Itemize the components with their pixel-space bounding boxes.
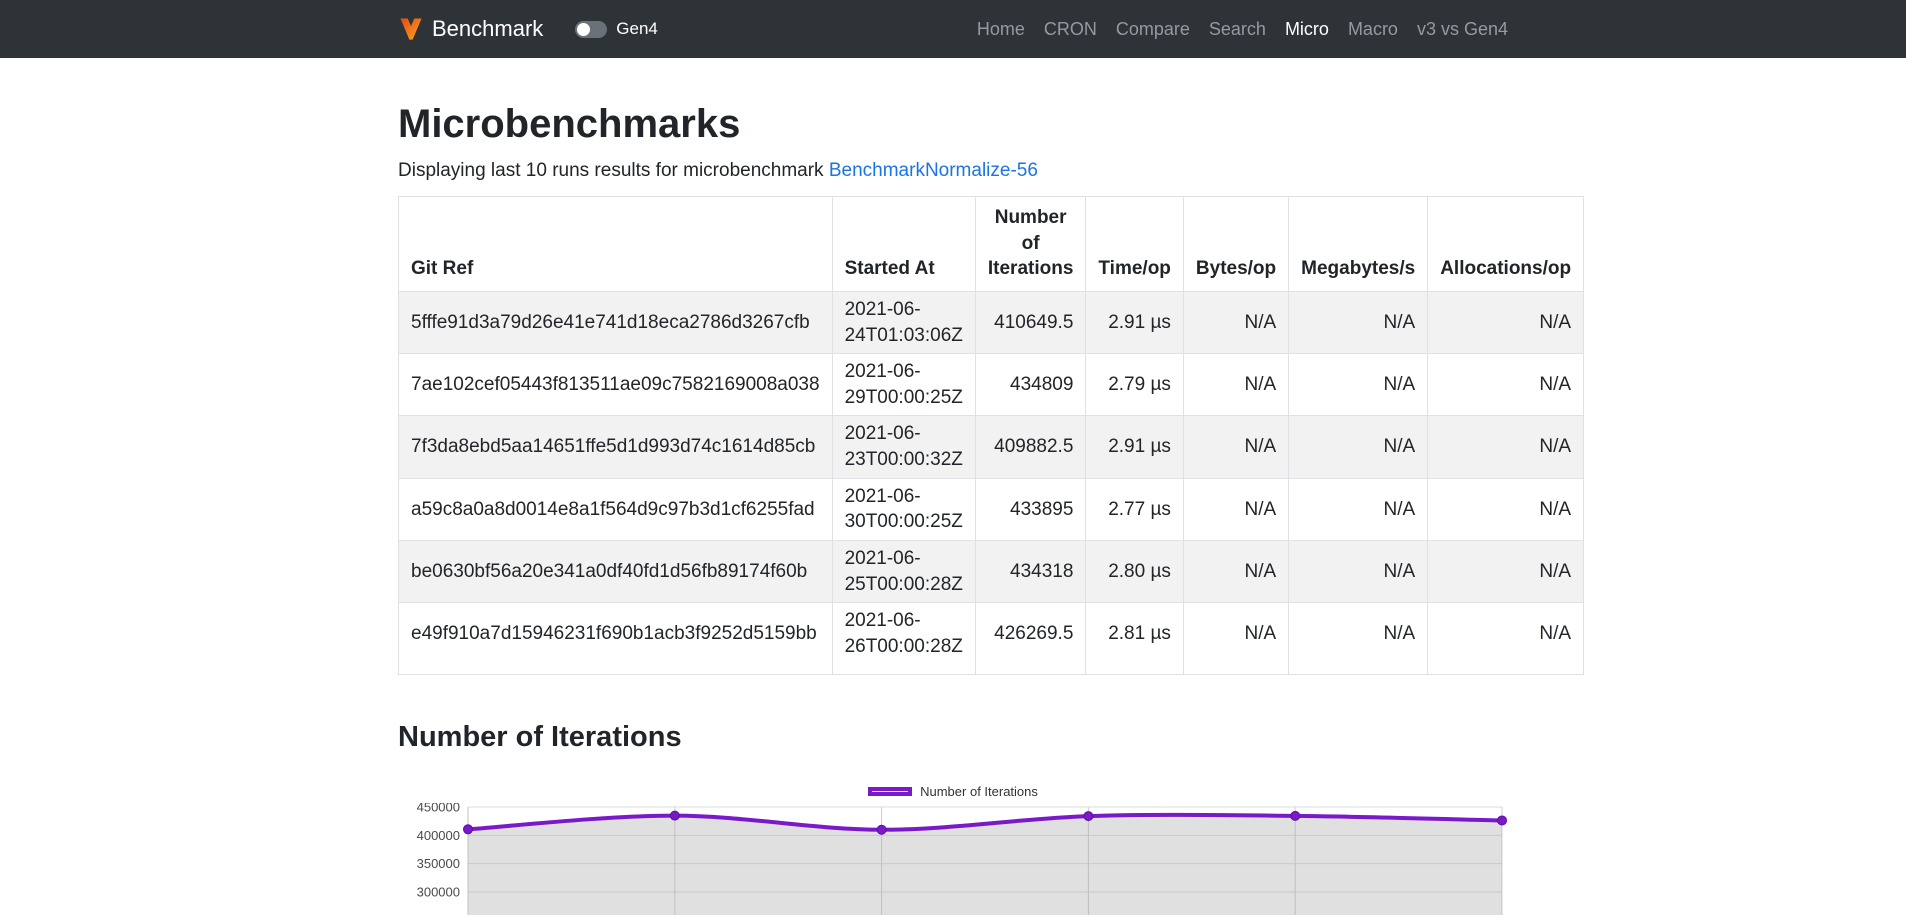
cell-allocations-op: N/A (1428, 478, 1584, 540)
brand-label: Benchmark (432, 16, 543, 42)
col-header-bytes-op: Bytes/op (1183, 197, 1288, 292)
cell-bytes-op: N/A (1183, 291, 1288, 353)
cell-time-op: 2.80 µs (1086, 541, 1184, 603)
subtitle-text: Displaying last 10 runs results for micr… (398, 160, 829, 181)
legend-label: Number of Iterations (920, 784, 1038, 799)
data-point[interactable] (1291, 811, 1300, 820)
cell-megabytes-s: N/A (1289, 416, 1428, 478)
y-tick-label: 450000 (417, 803, 460, 815)
cell-started-at: 2021-06-30T00:00:25Z (832, 478, 975, 540)
data-point[interactable] (1498, 816, 1507, 825)
cell-megabytes-s: N/A (1289, 291, 1428, 353)
cell-started-at: 2021-06-23T00:00:32Z (832, 416, 975, 478)
data-point[interactable] (670, 811, 679, 820)
data-point[interactable] (1084, 811, 1093, 820)
nav-link-macro[interactable]: Macro (1348, 19, 1398, 40)
runs-table: Git Ref Started At Number of Iterations … (398, 196, 1584, 675)
cell-iterations: 426269.5 (975, 603, 1086, 674)
gen4-toggle-label: Gen4 (616, 19, 658, 39)
cell-megabytes-s: N/A (1289, 478, 1428, 540)
legend-swatch (868, 787, 912, 796)
cell-git-ref: 7ae102cef05443f813511ae09c7582169008a038 (399, 354, 833, 416)
cell-started-at: 2021-06-24T01:03:06Z (832, 291, 975, 353)
page-title: Microbenchmarks (398, 100, 1508, 148)
cell-bytes-op: N/A (1183, 603, 1288, 674)
cell-time-op: 2.77 µs (1086, 478, 1184, 540)
navbar-inner: Benchmark Gen4 Home CRON Compare Search Micr… (398, 15, 1508, 43)
top-navbar: Benchmark Gen4 Home CRON Compare Search Micr… (0, 0, 1906, 58)
cell-git-ref: 5fffe91d3a79d26e41e741d18eca2786d3267cfb (399, 291, 833, 353)
cell-bytes-op: N/A (1183, 416, 1288, 478)
cell-allocations-op: N/A (1428, 354, 1584, 416)
cell-git-ref: be0630bf56a20e341a0df40fd1d56fb89174f60b (399, 541, 833, 603)
brand[interactable]: Benchmark (398, 15, 543, 43)
col-header-allocations-op: Allocations/op (1428, 197, 1584, 292)
cell-allocations-op: N/A (1428, 416, 1584, 478)
nav-link-v3-vs-gen4[interactable]: v3 vs Gen4 (1417, 19, 1508, 40)
cell-megabytes-s: N/A (1289, 603, 1428, 674)
cell-time-op: 2.81 µs (1086, 603, 1184, 674)
table-body: 5fffe91d3a79d26e41e741d18eca2786d3267cfb… (399, 291, 1584, 674)
main-container: Microbenchmarks Displaying last 10 runs … (398, 100, 1508, 915)
col-header-megabytes-s: Megabytes/s (1289, 197, 1428, 292)
nav-link-micro[interactable]: Micro (1285, 19, 1329, 40)
cell-bytes-op: N/A (1183, 478, 1288, 540)
gen4-toggle-group: Gen4 (575, 19, 658, 39)
data-point[interactable] (877, 825, 886, 834)
toggle-knob (577, 23, 590, 36)
cell-started-at: 2021-06- 26T00:00:28Z (832, 603, 975, 674)
cell-git-ref: 7f3da8ebd5aa14651ffe5d1d993d74c1614d85cb (399, 416, 833, 478)
cell-started-at: 2021-06-29T00:00:25Z (832, 354, 975, 416)
cell-bytes-op: N/A (1183, 541, 1288, 603)
cell-time-op: 2.91 µs (1086, 416, 1184, 478)
chart-section-title: Number of Iterations (398, 721, 1508, 754)
nav-link-home[interactable]: Home (977, 19, 1025, 40)
nav-link-search[interactable]: Search (1209, 19, 1266, 40)
cell-megabytes-s: N/A (1289, 354, 1428, 416)
nav-link-compare[interactable]: Compare (1116, 19, 1190, 40)
cell-iterations: 434809 (975, 354, 1086, 416)
data-point[interactable] (464, 824, 473, 833)
col-header-git-ref: Git Ref (399, 197, 833, 292)
nav-links: Home CRON Compare Search Micro Macro v3 vs Gen… (977, 19, 1508, 40)
y-tick-label: 400000 (417, 827, 460, 842)
col-header-iterations: Number of Iterations (975, 197, 1086, 292)
table-row: 7f3da8ebd5aa14651ffe5d1d993d74c1614d85cb… (399, 416, 1584, 478)
cell-git-ref: e49f910a7d15946231f690b1acb3f9252d5159bb (399, 603, 833, 674)
cell-allocations-op: N/A (1428, 603, 1584, 674)
table-row: a59c8a0a8d0014e8a1f564d9c97b3d1cf6255fad… (399, 478, 1584, 540)
cell-time-op: 2.91 µs (1086, 291, 1184, 353)
y-tick-label: 350000 (417, 856, 460, 871)
cell-iterations: 409882.5 (975, 416, 1086, 478)
cell-iterations: 433895 (975, 478, 1086, 540)
col-header-time-op: Time/op (1086, 197, 1184, 292)
subtitle: Displaying last 10 runs results for micr… (398, 160, 1508, 182)
chart-legend: Number of Iterations (398, 783, 1508, 801)
cell-started-at: 2021-06- 25T00:00:28Z (832, 541, 975, 603)
cell-bytes-op: N/A (1183, 354, 1288, 416)
benchmark-link[interactable]: BenchmarkNormalize-56 (829, 160, 1038, 181)
cell-iterations: 434318 (975, 541, 1086, 603)
table-row: 5fffe91d3a79d26e41e741d18eca2786d3267cfb… (399, 291, 1584, 353)
table-header: Git Ref Started At Number of Iterations … (399, 197, 1584, 292)
col-header-started-at: Started At (832, 197, 975, 292)
table-row: e49f910a7d15946231f690b1acb3f9252d5159bb… (399, 603, 1584, 674)
nav-link-cron[interactable]: CRON (1044, 19, 1097, 40)
iterations-chart: 0500001000001500002000002500003000003500… (398, 803, 1508, 915)
cell-git-ref: a59c8a0a8d0014e8a1f564d9c97b3d1cf6255fad (399, 478, 833, 540)
cell-allocations-op: N/A (1428, 291, 1584, 353)
cell-time-op: 2.79 µs (1086, 354, 1184, 416)
cell-megabytes-s: N/A (1289, 541, 1428, 603)
vitess-logo-icon (398, 15, 424, 43)
y-tick-label: 300000 (417, 884, 460, 899)
table-row: 7ae102cef05443f813511ae09c7582169008a038… (399, 354, 1584, 416)
gen4-toggle[interactable] (575, 21, 607, 38)
table-row: be0630bf56a20e341a0df40fd1d56fb89174f60b… (399, 541, 1584, 603)
cell-iterations: 410649.5 (975, 291, 1086, 353)
cell-allocations-op: N/A (1428, 541, 1584, 603)
